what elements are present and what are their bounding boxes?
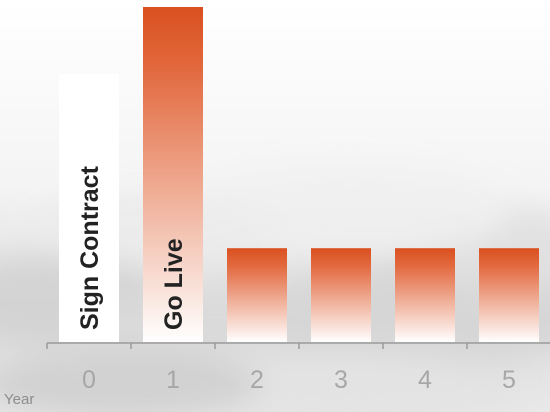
x-tick-label-0: 0 (82, 366, 96, 394)
bar-year-5 (479, 248, 539, 342)
x-tick-label-5: 5 (502, 366, 516, 394)
bar-year-0 (59, 74, 119, 342)
bar-year-3 (311, 248, 371, 342)
x-tick-label-3: 3 (334, 366, 348, 394)
x-axis-label: Year (4, 391, 34, 408)
x-tick-label-4: 4 (418, 366, 432, 394)
bar-label-year-1: Go Live (160, 238, 188, 330)
bar-year-4 (395, 248, 455, 342)
bar-label-year-0: Sign Contract (76, 165, 104, 330)
x-tick-label-1: 1 (166, 366, 180, 394)
x-tick-label-2: 2 (250, 366, 264, 394)
bar-year-1 (143, 7, 203, 342)
bar-year-2 (227, 248, 287, 342)
